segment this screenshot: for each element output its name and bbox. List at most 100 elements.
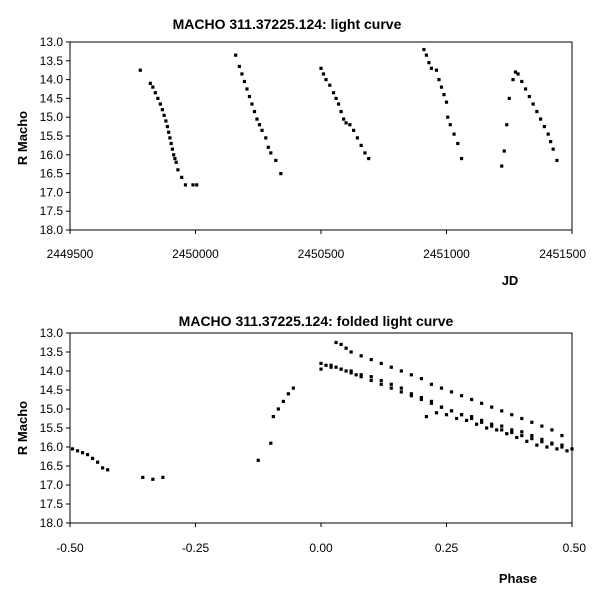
chart2-data-point (560, 434, 564, 438)
chart2-data-point (439, 405, 444, 409)
chart1-y-tick-label: 17.5 (40, 204, 64, 218)
chart2-data-point (500, 428, 504, 432)
chart1-data-point (321, 72, 326, 76)
chart1-data-point (334, 96, 338, 100)
chart2-y-tick-label: 13.5 (40, 345, 64, 359)
chart2-y-ticks: 13.0 13.5 14.0 14.5 15.0 15.5 16.0 16.5 17.0 17.5… (40, 326, 70, 530)
chart2-data-point (324, 363, 328, 367)
chart1-y-tick-label: 14.5 (40, 91, 64, 105)
chart2-data-point (485, 426, 489, 430)
chart2-data-point (334, 340, 338, 345)
chart1-data-point (505, 123, 509, 127)
chart2-data-point (500, 424, 504, 428)
chart2-y-tick-label: 17.5 (40, 497, 64, 511)
chart2-data-point (344, 369, 348, 373)
chart1-data-point (452, 132, 456, 136)
chart2-data-point (464, 418, 469, 422)
chart2-y-tick-label: 16.5 (40, 459, 64, 473)
chart1-data-point (240, 72, 244, 76)
chart1-data-point (168, 136, 172, 140)
chart1-data-point (164, 119, 168, 123)
chart2-data-point (399, 386, 403, 390)
chart1-data-point (542, 125, 546, 129)
chart2-data-point (475, 422, 479, 426)
chart2-data-point (379, 382, 383, 386)
chart2-data-point (90, 456, 95, 460)
chart1-data-point (252, 109, 257, 114)
chart1-data-point (328, 83, 332, 87)
chart2-data-point (409, 373, 413, 377)
chart2-data-point (339, 367, 343, 371)
chart2-data-point (70, 447, 75, 451)
chart1-data-point (138, 68, 142, 72)
chart1-data-point (459, 156, 464, 161)
chart2-x-tick-label: -0.25 (182, 541, 210, 555)
chart2-xlabel: Phase (499, 571, 537, 586)
chart2-data-point (459, 394, 464, 398)
chart1-data-point (551, 147, 555, 151)
chart2-y-tick-label: 15.5 (40, 421, 64, 435)
chart1-data-point (319, 66, 323, 70)
chart1-data-point (520, 79, 524, 84)
chart1-data-point (331, 91, 336, 95)
chart2-x-tick-label: -0.50 (56, 541, 84, 555)
chart2-data-point (449, 409, 454, 413)
chart2-data-point (525, 439, 529, 443)
chart1-data-point (176, 168, 180, 172)
chart1-data-point (339, 109, 343, 114)
chart1-data-point (422, 47, 426, 52)
chart1-data-point (448, 123, 452, 127)
chart2-data-point (271, 415, 275, 419)
chart2-data-point (329, 363, 333, 367)
chart2-data-point (291, 386, 295, 390)
chart1-data-point (169, 141, 173, 146)
chart2-data-point (349, 371, 353, 375)
chart2-data-point (359, 375, 363, 379)
chart2-data-point (339, 342, 343, 346)
chart2-data-point (399, 369, 403, 373)
chart1-data-point (344, 121, 348, 125)
chart2-data-point (419, 396, 423, 400)
chart1-data-point (511, 78, 515, 82)
chart2-y-tick-label: 18.0 (40, 516, 64, 530)
chart1-data-point (269, 151, 273, 155)
chart1-data-point (502, 149, 506, 153)
chart2-data-point (161, 475, 165, 479)
chart1-y-tick-label: 15.5 (40, 129, 64, 143)
chart1-title: MACHO 311.37225.124: light curve (173, 16, 402, 32)
chart2-y-tick-label: 16.0 (40, 440, 64, 454)
chart1-data-point (274, 158, 278, 163)
chart1-data-point (456, 141, 460, 146)
chart2-ylabel: R Macho (15, 401, 30, 455)
chart1-data-point (170, 147, 175, 151)
chart1-data-point (173, 156, 177, 161)
chart1-data-point (158, 102, 162, 106)
chart2-data-point (389, 365, 393, 369)
chart2-data-point (550, 428, 554, 432)
chart2-data-point (495, 428, 499, 432)
chart1-data-point (153, 91, 157, 95)
chart1-y-tick-label: 16.0 (40, 148, 64, 162)
chart2-data-point (565, 449, 569, 453)
chart1-data-point (527, 94, 531, 99)
chart1-data-point (539, 117, 543, 121)
chart1-y-tick-label: 17.0 (40, 185, 64, 199)
chart1-y-tick-label: 14.0 (40, 73, 64, 87)
chart2-data-point (85, 453, 90, 457)
chart2-data-point (359, 354, 363, 358)
chart1-data-point (162, 113, 166, 117)
chart2-data-point (281, 399, 285, 403)
chart1-points (138, 47, 559, 187)
chart1-y-tick-label: 16.5 (40, 167, 64, 181)
chart2-data-point (520, 416, 524, 421)
chart2-data-point (429, 382, 434, 386)
chart1-data-point (427, 61, 431, 65)
chart1-data-point (165, 125, 169, 129)
chart1-data-point (516, 72, 520, 76)
chart2-data-point (319, 361, 323, 365)
chart1-ylabel: R Macho (15, 111, 30, 165)
chart1-data-point (264, 136, 268, 140)
chart1-data-point (523, 87, 528, 91)
